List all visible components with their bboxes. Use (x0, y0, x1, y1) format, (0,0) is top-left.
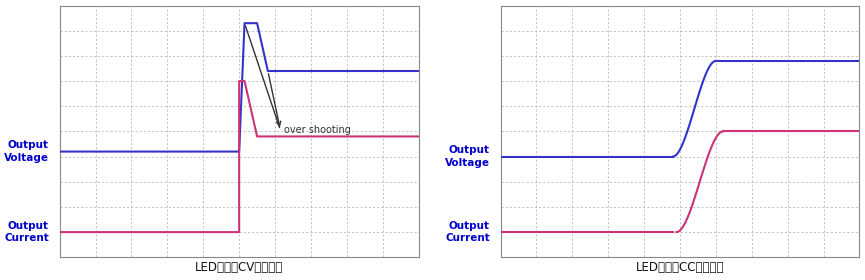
Text: Output
Voltage: Output Voltage (4, 140, 49, 163)
Text: over shooting: over shooting (284, 125, 351, 135)
Text: Output
Voltage: Output Voltage (445, 145, 490, 168)
X-axis label: LED负载，CV优先模式: LED负载，CV优先模式 (195, 262, 283, 274)
Text: Output
Current: Output Current (4, 221, 49, 243)
Text: Output
Current: Output Current (445, 221, 490, 243)
X-axis label: LED负载，CC优先模式: LED负载，CC优先模式 (636, 262, 724, 274)
